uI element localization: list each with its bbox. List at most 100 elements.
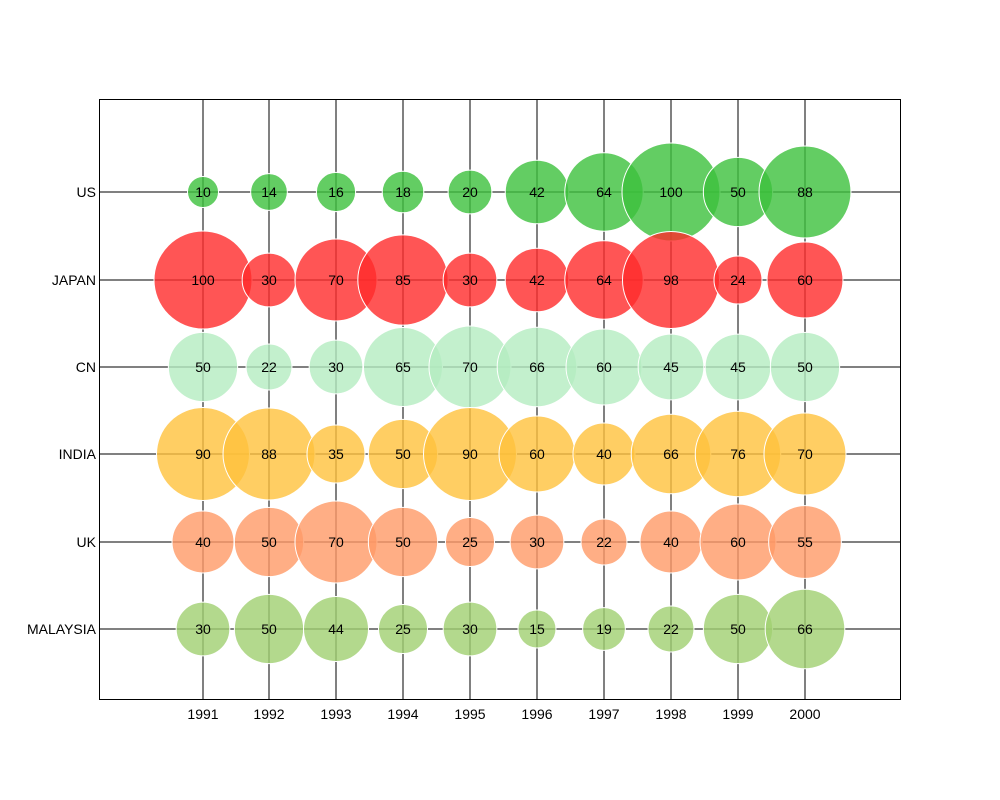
data-label: 14 (261, 184, 277, 200)
bubble (509, 514, 565, 570)
data-label: 25 (395, 621, 411, 637)
data-label: 15 (529, 621, 545, 637)
bubble (768, 505, 842, 579)
bubble (187, 176, 219, 208)
x-tick-label: 2000 (789, 706, 820, 722)
bubble (445, 517, 495, 567)
data-label: 70 (328, 272, 344, 288)
bubble (447, 169, 493, 215)
y-tick-label: CN (76, 359, 96, 375)
data-label: 66 (797, 621, 813, 637)
data-label: 42 (529, 184, 545, 200)
data-label: 66 (663, 446, 679, 462)
bubble (580, 518, 628, 566)
data-label: 70 (328, 534, 344, 550)
data-label: 22 (261, 359, 277, 375)
data-label: 30 (328, 359, 344, 375)
data-label: 30 (261, 272, 277, 288)
x-tick-label: 1994 (387, 706, 418, 722)
data-label: 50 (395, 534, 411, 550)
x-tick-label: 1996 (521, 706, 552, 722)
x-tick-label: 1995 (454, 706, 485, 722)
data-label-layer: 10 14 16 18 20 42 64 100 50 88 100 30 70 85 30 42 64 98 24… (191, 184, 813, 637)
data-label: 50 (730, 621, 746, 637)
data-label: 35 (328, 446, 344, 462)
y-tick-label: MALAYSIA (27, 621, 97, 637)
y-tick-label: INDIA (59, 446, 97, 462)
data-label: 19 (596, 621, 612, 637)
data-label: 65 (395, 359, 411, 375)
data-label: 50 (730, 184, 746, 200)
data-label: 45 (663, 359, 679, 375)
x-tick-label: 1997 (588, 706, 619, 722)
data-label: 55 (797, 534, 813, 550)
data-label: 24 (730, 272, 746, 288)
data-label: 16 (328, 184, 344, 200)
bubble (442, 252, 498, 308)
bubble (367, 506, 439, 578)
data-label: 50 (195, 359, 211, 375)
data-label: 66 (529, 359, 545, 375)
data-label: 10 (195, 184, 211, 200)
x-tick-label: 1991 (187, 706, 218, 722)
bubble (713, 255, 763, 305)
data-label: 70 (797, 446, 813, 462)
data-label: 88 (261, 446, 277, 462)
data-label: 25 (462, 534, 478, 550)
bubble (381, 170, 425, 214)
bubble (175, 601, 231, 657)
bubble (766, 241, 844, 319)
data-label: 100 (191, 272, 215, 288)
bubble (769, 331, 841, 403)
bubble (245, 343, 293, 391)
data-label: 64 (596, 272, 612, 288)
bubble-layer (153, 142, 852, 670)
data-label: 40 (195, 534, 211, 550)
y-tick-label: US (77, 184, 96, 200)
bubble (308, 339, 364, 395)
bubble (315, 171, 357, 213)
bubble (582, 607, 626, 651)
data-label: 90 (462, 446, 478, 462)
data-label: 50 (395, 446, 411, 462)
data-label: 30 (462, 621, 478, 637)
data-label: 64 (596, 184, 612, 200)
bubble (378, 604, 428, 654)
data-label: 50 (261, 534, 277, 550)
data-label: 40 (663, 534, 679, 550)
data-label: 60 (797, 272, 813, 288)
data-label: 100 (659, 184, 683, 200)
data-label: 44 (328, 621, 344, 637)
data-label: 30 (529, 534, 545, 550)
data-label: 50 (261, 621, 277, 637)
bubble (764, 588, 846, 670)
y-tick-label: JAPAN (52, 272, 96, 288)
plot-area-frame (99, 99, 901, 700)
x-tick-label: 1999 (722, 706, 753, 722)
x-tick-label: 1993 (320, 706, 351, 722)
bubble (303, 596, 369, 662)
data-label: 42 (529, 272, 545, 288)
data-label: 76 (730, 446, 746, 462)
data-label: 60 (529, 446, 545, 462)
bubble (758, 145, 852, 239)
data-label: 22 (663, 621, 679, 637)
bubble (517, 609, 557, 649)
data-label: 30 (195, 621, 211, 637)
data-label: 18 (395, 184, 411, 200)
data-label: 98 (663, 272, 679, 288)
data-label: 50 (797, 359, 813, 375)
bubble (442, 601, 498, 657)
bubble (306, 424, 366, 484)
data-label: 45 (730, 359, 746, 375)
bubble (763, 412, 847, 496)
data-label: 88 (797, 184, 813, 200)
data-label: 60 (730, 534, 746, 550)
x-tick-label: 1998 (655, 706, 686, 722)
data-label: 70 (462, 359, 478, 375)
x-tick-label: 1992 (253, 706, 284, 722)
bubble (250, 173, 288, 211)
bubble (647, 605, 695, 653)
data-label: 40 (596, 446, 612, 462)
